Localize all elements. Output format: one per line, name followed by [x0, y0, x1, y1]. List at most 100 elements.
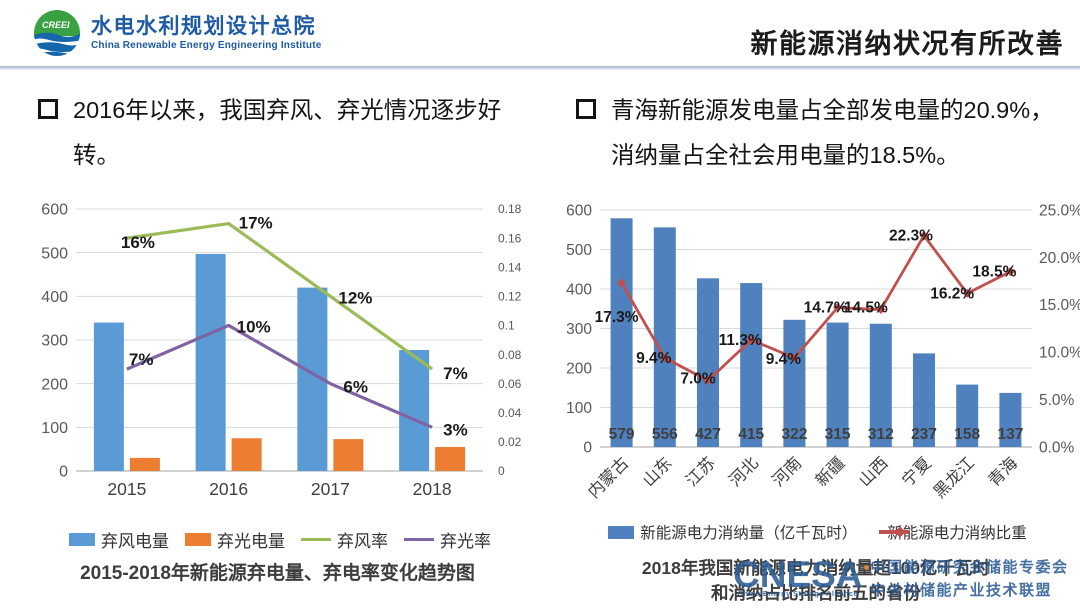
svg-text:17.3%: 17.3%	[595, 309, 639, 326]
svg-text:7%: 7%	[129, 350, 154, 369]
right-chart-legend: 新能源电力消纳量（亿千瓦时） 新能源电力消纳比重	[560, 521, 1075, 543]
bullet-right: 青海新能源发电量占全部发电量的20.9%，消纳量占全社会用电量的18.5%。	[576, 88, 1072, 178]
cnesa-acronym: CNESA	[733, 555, 869, 593]
svg-text:0.1: 0.1	[498, 319, 515, 333]
svg-text:内蒙古: 内蒙古	[584, 453, 632, 501]
cnesa-org-line1: 中国能源研究会储能专委会	[870, 559, 1069, 576]
svg-text:600: 600	[566, 202, 592, 219]
svg-text:200: 200	[566, 360, 592, 377]
svg-text:20.0%: 20.0%	[1039, 250, 1080, 267]
creei-logo-icon: CREEI	[34, 10, 80, 56]
svg-text:江苏: 江苏	[682, 453, 719, 490]
legend-item-wind-volume: 弃风电量	[69, 527, 169, 552]
svg-text:158: 158	[954, 426, 980, 443]
consumption-swatch-icon	[608, 525, 635, 539]
svg-text:3%: 3%	[443, 420, 468, 439]
header-divider	[0, 66, 1080, 70]
solar-volume-swatch-icon	[185, 533, 211, 546]
svg-text:600: 600	[41, 202, 68, 219]
svg-text:9.4%: 9.4%	[766, 351, 802, 368]
svg-text:400: 400	[41, 289, 68, 306]
svg-text:山西: 山西	[855, 453, 892, 490]
header: CREEI 水电水利规划设计总院 China Renewable Energy …	[0, 0, 1080, 66]
svg-text:315: 315	[825, 426, 851, 443]
svg-text:14.5%: 14.5%	[844, 300, 888, 317]
right-chart-caption: 2018年我国新能源电力消纳量超100亿千瓦时 和消纳占比排名前五的省份	[552, 556, 1080, 605]
wind-volume-swatch-icon	[69, 533, 95, 546]
legend-label: 弃光率	[440, 532, 491, 551]
svg-text:2016: 2016	[209, 479, 248, 499]
svg-text:2018: 2018	[413, 479, 452, 499]
svg-text:河南: 河南	[768, 453, 805, 490]
solar-rate-line-icon	[404, 537, 434, 542]
svg-text:11.3%: 11.3%	[719, 332, 762, 349]
svg-text:322: 322	[781, 426, 807, 443]
svg-text:16%: 16%	[121, 233, 155, 252]
bullet-left: 2016年以来，我国弃风、弃光情况逐步好转。	[38, 88, 543, 178]
legend-label: 弃风电量	[101, 532, 169, 551]
svg-text:15.0%: 15.0%	[1039, 297, 1080, 314]
svg-text:0.16: 0.16	[498, 231, 522, 245]
bullet-square-icon	[38, 99, 58, 119]
svg-text:0: 0	[583, 439, 592, 456]
creei-logo-block: CREEI 水电水利规划设计总院 China Renewable Energy …	[33, 9, 322, 57]
svg-text:500: 500	[566, 242, 592, 259]
svg-text:12%: 12%	[338, 288, 372, 307]
svg-text:200: 200	[41, 376, 68, 393]
svg-text:0.0%: 0.0%	[1039, 439, 1075, 456]
svg-text:0.14: 0.14	[498, 260, 522, 274]
svg-text:312: 312	[868, 426, 894, 443]
svg-text:山东: 山东	[639, 453, 676, 490]
svg-text:300: 300	[566, 321, 592, 338]
left-chart-caption: 2015-2018年新能源弃电量、弃电率变化趋势图	[80, 563, 475, 584]
svg-text:黑龙江: 黑龙江	[930, 453, 978, 501]
cnesa-org-line2: 中关村储能产业技术联盟	[870, 582, 1053, 599]
bullet-square-icon	[576, 99, 596, 119]
right-chart-caption-line2: 和消纳占比排名前五的省份	[711, 582, 921, 603]
svg-text:0.06: 0.06	[498, 377, 522, 391]
svg-text:556: 556	[652, 426, 678, 443]
svg-text:6%: 6%	[343, 378, 368, 397]
svg-text:宁夏: 宁夏	[898, 453, 935, 490]
wind-rate-line-icon	[301, 537, 331, 542]
legend-item-solar-rate: 弃光率	[404, 527, 491, 552]
svg-text:137: 137	[997, 426, 1023, 443]
legend-label: 弃风率	[337, 532, 388, 551]
svg-text:100: 100	[41, 420, 68, 437]
svg-text:7.0%: 7.0%	[680, 371, 716, 388]
svg-text:100: 100	[566, 400, 592, 417]
legend-item-wind-rate: 弃风率	[301, 527, 388, 552]
svg-text:10.0%: 10.0%	[1039, 345, 1080, 362]
svg-text:0: 0	[59, 464, 68, 481]
page-title: 新能源消纳状况有所改善	[750, 29, 1064, 59]
svg-text:青海: 青海	[984, 453, 1021, 490]
svg-text:22.3%: 22.3%	[889, 228, 933, 245]
svg-text:0.04: 0.04	[498, 406, 522, 420]
org-name-cn: 水电水利规划设计总院	[91, 14, 316, 38]
svg-text:新疆: 新疆	[812, 453, 849, 490]
left-chart-legend: 弃风电量 弃光电量 弃风率 弃光率	[55, 527, 505, 552]
svg-text:18.5%: 18.5%	[972, 264, 1016, 281]
ratio-line-icon	[879, 530, 910, 534]
svg-text:10%: 10%	[237, 317, 271, 336]
cnesa-subtitle: China Energy Storage Alliance	[737, 589, 859, 599]
legend-item-consumption: 新能源电力消纳量（亿千瓦时）	[608, 521, 857, 543]
svg-text:579: 579	[609, 426, 635, 443]
svg-text:16.2%: 16.2%	[930, 285, 974, 302]
cnesa-watermark: CNESA China Energy Storage Alliance 中国能源…	[733, 551, 1080, 605]
svg-text:500: 500	[41, 245, 68, 262]
svg-text:14.7%: 14.7%	[804, 300, 848, 317]
svg-text:7%: 7%	[443, 364, 468, 383]
legend-item-ratio: 新能源电力消纳比重	[879, 521, 1027, 543]
province-consumption-chart: 0 100 200 300 400 500 600 0.0% 5.0% 10.0% 15.0% 20.…	[566, 202, 1080, 501]
svg-text:427: 427	[695, 426, 721, 443]
svg-text:2015: 2015	[107, 479, 146, 499]
legend-item-solar-volume: 弃光电量	[185, 527, 285, 552]
legend-label: 新能源电力消纳比重	[887, 525, 1027, 542]
curtailment-trend-chart: 0 100 200 300 400 500 600 0 0.02 0.04 0.06 0.08 0.1 0…	[41, 202, 522, 499]
svg-text:17%: 17%	[239, 214, 273, 233]
org-name-en: China Renewable Energy Engineering Insti…	[91, 40, 322, 52]
svg-text:0: 0	[498, 464, 505, 478]
svg-text:0.12: 0.12	[498, 290, 522, 304]
